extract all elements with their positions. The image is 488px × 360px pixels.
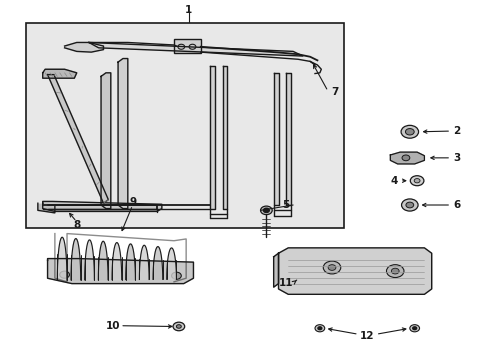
Circle shape [176, 325, 181, 328]
Polygon shape [42, 202, 162, 211]
Polygon shape [64, 42, 103, 52]
Bar [26, 23, 344, 228]
Circle shape [323, 261, 340, 274]
Circle shape [386, 265, 403, 278]
Polygon shape [112, 243, 122, 280]
Polygon shape [273, 253, 278, 287]
Polygon shape [89, 42, 302, 56]
Circle shape [327, 265, 335, 270]
Circle shape [405, 129, 413, 135]
Circle shape [413, 179, 419, 183]
Text: 7: 7 [330, 87, 338, 98]
Polygon shape [71, 239, 81, 280]
Polygon shape [273, 73, 278, 205]
Bar [174, 39, 201, 53]
Polygon shape [38, 204, 55, 213]
Circle shape [401, 155, 409, 161]
Text: 6: 6 [453, 200, 460, 210]
Circle shape [390, 268, 398, 274]
Text: 2: 2 [453, 126, 460, 136]
Text: 11: 11 [278, 278, 292, 288]
Text: 5: 5 [282, 200, 289, 210]
Text: 8: 8 [73, 220, 80, 230]
Circle shape [412, 327, 416, 330]
Circle shape [173, 322, 184, 331]
Circle shape [260, 206, 272, 215]
Polygon shape [47, 75, 108, 203]
Circle shape [317, 327, 321, 330]
Text: 4: 4 [389, 176, 397, 186]
Text: 9: 9 [129, 197, 136, 207]
Polygon shape [118, 59, 127, 208]
Polygon shape [210, 66, 215, 208]
Polygon shape [285, 73, 290, 205]
Text: 3: 3 [453, 153, 460, 163]
Polygon shape [278, 248, 431, 294]
Circle shape [171, 272, 181, 279]
Polygon shape [101, 73, 111, 208]
Polygon shape [125, 244, 135, 280]
Circle shape [409, 325, 419, 332]
Circle shape [60, 271, 69, 278]
Circle shape [401, 199, 417, 211]
Polygon shape [389, 152, 424, 164]
Polygon shape [57, 237, 67, 280]
Text: 1: 1 [184, 5, 192, 15]
Circle shape [263, 208, 269, 212]
Polygon shape [47, 258, 193, 284]
Polygon shape [139, 245, 149, 279]
Polygon shape [166, 248, 176, 279]
Polygon shape [42, 69, 77, 78]
Circle shape [314, 325, 324, 332]
Circle shape [409, 176, 423, 186]
Polygon shape [222, 66, 227, 208]
Text: 10: 10 [106, 321, 120, 331]
Circle shape [405, 202, 413, 208]
Circle shape [400, 125, 418, 138]
Polygon shape [98, 241, 108, 280]
Polygon shape [153, 247, 163, 279]
Text: 12: 12 [359, 332, 373, 342]
Polygon shape [84, 240, 94, 280]
